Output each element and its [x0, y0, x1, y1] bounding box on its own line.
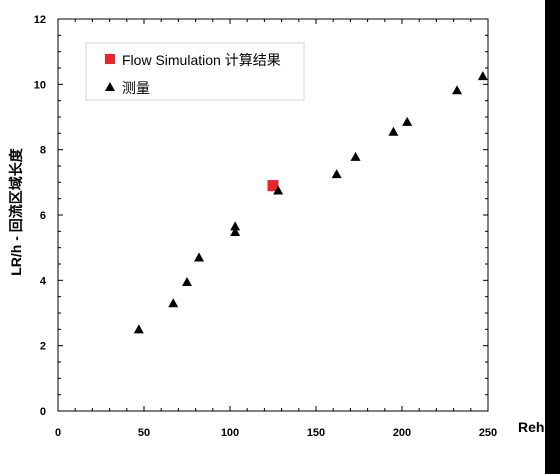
measurement-point — [388, 126, 399, 136]
measurement-point — [350, 151, 361, 161]
legend-marker-square — [105, 54, 115, 64]
y-tick-label: 12 — [34, 14, 46, 26]
measurement-point — [331, 169, 342, 179]
legend-box — [85, 42, 305, 101]
y-tick-label: 8 — [40, 145, 46, 157]
measurement-point — [452, 85, 463, 95]
measurement-point — [133, 324, 144, 334]
x-tick-label: 0 — [55, 427, 61, 439]
x-tick-label: 100 — [221, 427, 239, 439]
measurement-point — [402, 116, 413, 126]
x-tick-label: 200 — [393, 427, 411, 439]
legend-label-simulation: Flow Simulation 计算结果 — [122, 52, 281, 68]
y-axis-title: LR/h - 回流区域长度 — [8, 147, 24, 276]
y-tick-label: 0 — [40, 406, 46, 418]
y-tick-label: 4 — [40, 275, 47, 287]
measurement-point — [273, 185, 284, 195]
x-tick-label: 250 — [479, 427, 497, 439]
measurement-point — [168, 298, 179, 308]
measurement-point — [230, 221, 241, 231]
y-tick-label: 2 — [40, 341, 46, 353]
measurement-point — [194, 252, 205, 262]
y-tick-label: 6 — [40, 210, 46, 222]
measurement-point — [230, 226, 241, 236]
x-axis-title: Reh — [518, 419, 544, 435]
right-edge-bar — [545, 0, 560, 474]
simulation-point — [267, 180, 279, 192]
x-tick-label: 150 — [307, 427, 325, 439]
measurement-point — [182, 276, 192, 286]
y-tick-label: 10 — [34, 79, 46, 91]
legend-marker-triangle — [105, 82, 115, 91]
legend-label-measurement: 测量 — [122, 80, 150, 96]
x-tick-label: 50 — [138, 427, 150, 439]
measurement-point — [477, 71, 488, 81]
